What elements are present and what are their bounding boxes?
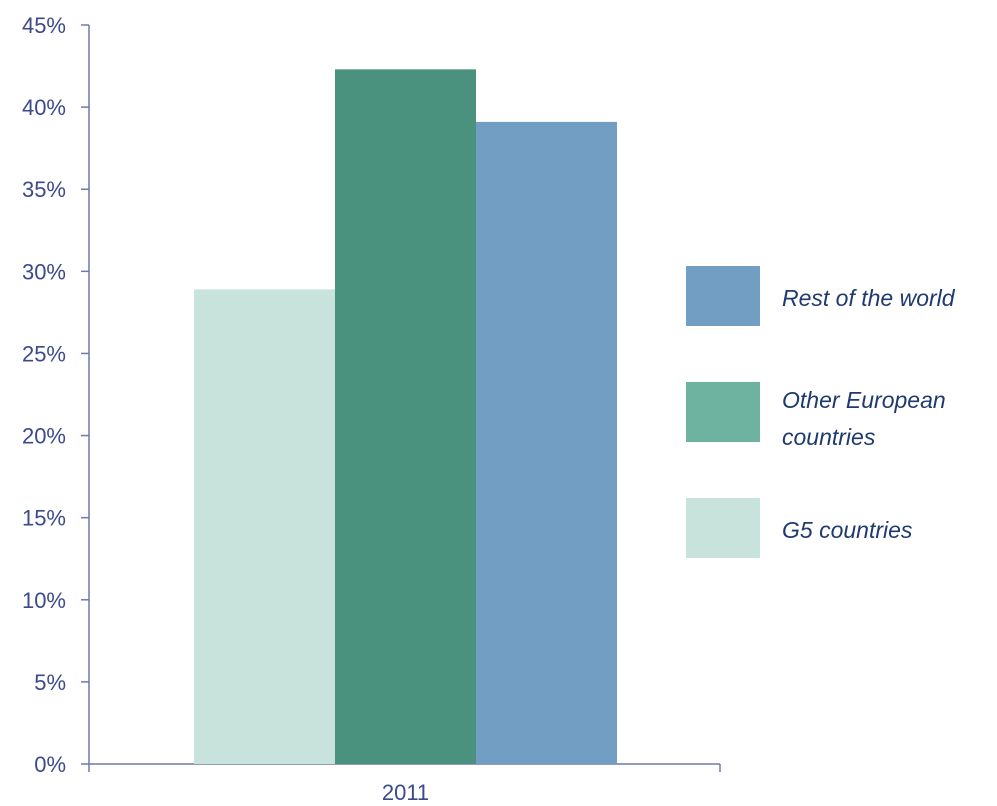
legend-item-g5: G5 countries	[686, 498, 991, 558]
y-tick-label: 35%	[22, 177, 66, 202]
y-tick-label: 0%	[34, 752, 66, 777]
legend-item-other-european: Other European countries	[686, 382, 991, 450]
legend-label-g5: G5 countries	[782, 517, 913, 543]
bar	[194, 289, 335, 764]
y-tick-label: 25%	[22, 341, 66, 366]
bars	[194, 69, 617, 765]
y-tick-label: 20%	[22, 424, 66, 449]
y-axis: 0% 5% 10% 15% 20% 25% 30% 35% 40% 45%	[22, 13, 90, 777]
legend-swatch-other-european	[686, 382, 760, 442]
legend-label-other-european-line1: Other European	[782, 387, 946, 413]
legend-label-rest-of-world: Rest of the world	[782, 285, 955, 311]
legend-swatch-rest-of-world	[686, 266, 760, 326]
y-tick-label: 40%	[22, 95, 66, 120]
y-tick-label: 30%	[22, 259, 66, 284]
y-tick-label: 10%	[22, 588, 66, 613]
legend-label-other-european: Other European countries	[782, 382, 997, 456]
legend-label-other-european-line2: countries	[782, 424, 876, 450]
y-tick-label: 15%	[22, 506, 66, 531]
legend-item-rest-of-world: Rest of the world	[686, 266, 991, 326]
bar	[335, 69, 476, 765]
x-category-label: 2011	[382, 780, 429, 805]
y-tick-label: 45%	[22, 13, 66, 38]
y-tick-label: 5%	[34, 670, 66, 695]
legend-swatch-g5	[686, 498, 760, 558]
x-axis: 2011	[88, 763, 721, 805]
bar	[476, 121, 617, 764]
